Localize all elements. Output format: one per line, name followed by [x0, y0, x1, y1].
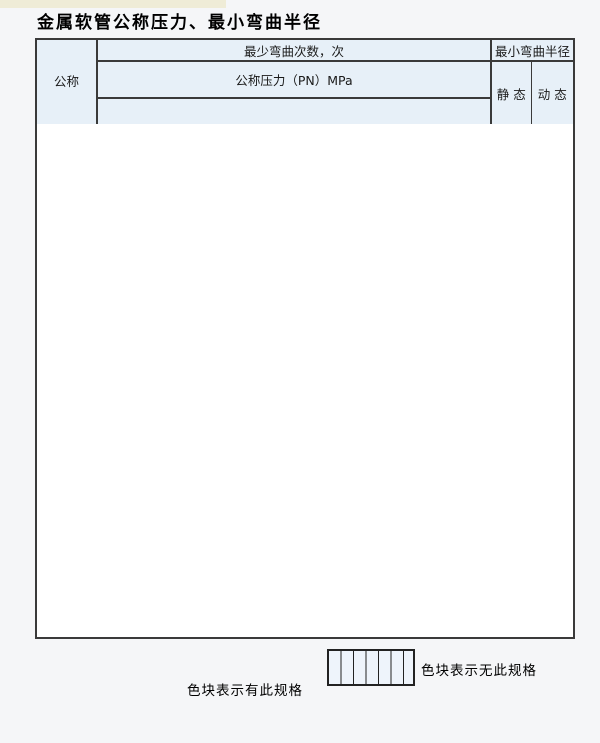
dynamic-column-header: 动 态	[537, 86, 567, 102]
cycles-header: 最少弯曲次数，次	[98, 40, 490, 62]
radius-header: 最小弯曲半径	[490, 40, 573, 62]
no-spec-hatch-sample	[327, 649, 415, 686]
has-spec-note: 色块表示有此规格	[187, 683, 303, 699]
page-title: 金属软管公称压力、最小弯曲半径	[37, 13, 322, 33]
scan-edge-strip	[0, 0, 226, 8]
table-body	[37, 124, 573, 639]
pressure-tick-row	[98, 99, 490, 124]
static-column-header: 静 态	[490, 62, 532, 124]
corner-cell: 公称	[37, 40, 98, 124]
table-header: 公称 最少弯曲次数，次 最小弯曲半径 公称压力（PN）MPa 静 态 动 态	[37, 40, 573, 124]
pressure-header: 公称压力（PN）MPa	[98, 62, 490, 99]
spec-table: 公称 最少弯曲次数，次 最小弯曲半径 公称压力（PN）MPa 静 态 动 态	[35, 38, 575, 639]
no-spec-note: 色块表示无此规格	[421, 663, 537, 679]
